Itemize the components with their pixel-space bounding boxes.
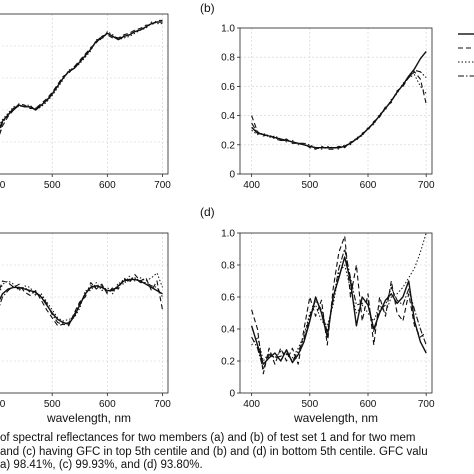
series-line-solid bbox=[0, 278, 163, 325]
caption-line-2: and (c) having GFC in top 5th centile an… bbox=[0, 445, 428, 458]
panel-c: 400 500 600 700 wavelength, nm bbox=[0, 232, 171, 425]
y-tick-label: 0.4 bbox=[221, 111, 235, 122]
panel-label: (b) bbox=[200, 1, 215, 15]
series-line-dashdot bbox=[0, 21, 163, 132]
panel-a: 400 500 600 700 bbox=[0, 13, 171, 191]
panel-label: (d) bbox=[200, 205, 215, 219]
x-tick-label: 700 bbox=[154, 180, 171, 191]
y-tick-label: 0.4 bbox=[221, 325, 235, 336]
series-line-dash bbox=[251, 235, 427, 375]
series-line-dashdot bbox=[251, 248, 427, 370]
y-tick-label: 1.0 bbox=[221, 24, 235, 35]
y-tick-label: 0.8 bbox=[221, 261, 235, 272]
x-tick-label: 500 bbox=[44, 399, 61, 410]
plot-frame bbox=[239, 27, 433, 175]
y-tick-label: 0.2 bbox=[221, 357, 235, 368]
x-axis-label: wavelength, nm bbox=[46, 411, 131, 425]
y-tick-label: 1.0 bbox=[221, 229, 235, 240]
figure-caption: of spectral reflectances for two members… bbox=[0, 432, 474, 473]
x-tick-label: 400 bbox=[0, 180, 6, 191]
y-tick-label: 0.2 bbox=[221, 140, 235, 151]
x-tick-label: 700 bbox=[154, 399, 171, 410]
series-line-dash bbox=[0, 19, 163, 135]
x-tick-label: 600 bbox=[99, 180, 116, 191]
panel-d: 400 500 600 700 0 0.2 0.4 0.6 0.8 1.0 wavelength, … bbox=[200, 205, 435, 425]
x-tick-label: 600 bbox=[99, 399, 116, 410]
series-line-dot bbox=[251, 232, 427, 362]
x-tick-label: 400 bbox=[0, 399, 6, 410]
x-tick-label: 600 bbox=[360, 399, 377, 410]
x-tick-label: 500 bbox=[301, 180, 318, 191]
y-tick-label: 0 bbox=[229, 170, 235, 181]
y-tick-label: 0.8 bbox=[221, 53, 235, 64]
series-line-solid bbox=[250, 256, 427, 365]
x-axis-label: wavelength, nm bbox=[293, 411, 378, 425]
x-tick-label: 700 bbox=[418, 399, 435, 410]
panel-b: 400 500 600 700 0 0.2 0.4 0.6 0.8 1.0 (b) bbox=[200, 1, 474, 191]
series-line-solid bbox=[251, 50, 427, 149]
series-line-dashdot bbox=[251, 69, 427, 149]
series-line-dash bbox=[0, 274, 164, 327]
series-line-dot bbox=[0, 272, 163, 322]
y-tick-label: 0 bbox=[229, 389, 235, 400]
x-tick-label: 500 bbox=[301, 399, 318, 410]
plot-frame bbox=[239, 232, 433, 394]
plot-frame bbox=[0, 13, 169, 175]
series-line-dashdot bbox=[0, 277, 163, 325]
series-line-dot bbox=[0, 21, 163, 125]
y-tick-label: 0.6 bbox=[221, 293, 235, 304]
plot-frame bbox=[0, 232, 169, 394]
figure: 400 500 600 700 400 500 600 700 0 0.2 0.4 0.6 0.8 1.… bbox=[0, 1, 474, 425]
x-tick-label: 600 bbox=[360, 180, 377, 191]
caption-line-3: a) 98.41%, (c) 99.93%, and (d) 93.80%. bbox=[0, 459, 203, 471]
x-tick-label: 400 bbox=[243, 399, 260, 410]
x-tick-label: 400 bbox=[243, 180, 260, 191]
x-tick-label: 700 bbox=[418, 180, 435, 191]
caption-line-1: of spectral reflectances for two members… bbox=[0, 432, 416, 444]
x-tick-label: 500 bbox=[44, 180, 61, 191]
y-tick-label: 0.6 bbox=[221, 82, 235, 93]
